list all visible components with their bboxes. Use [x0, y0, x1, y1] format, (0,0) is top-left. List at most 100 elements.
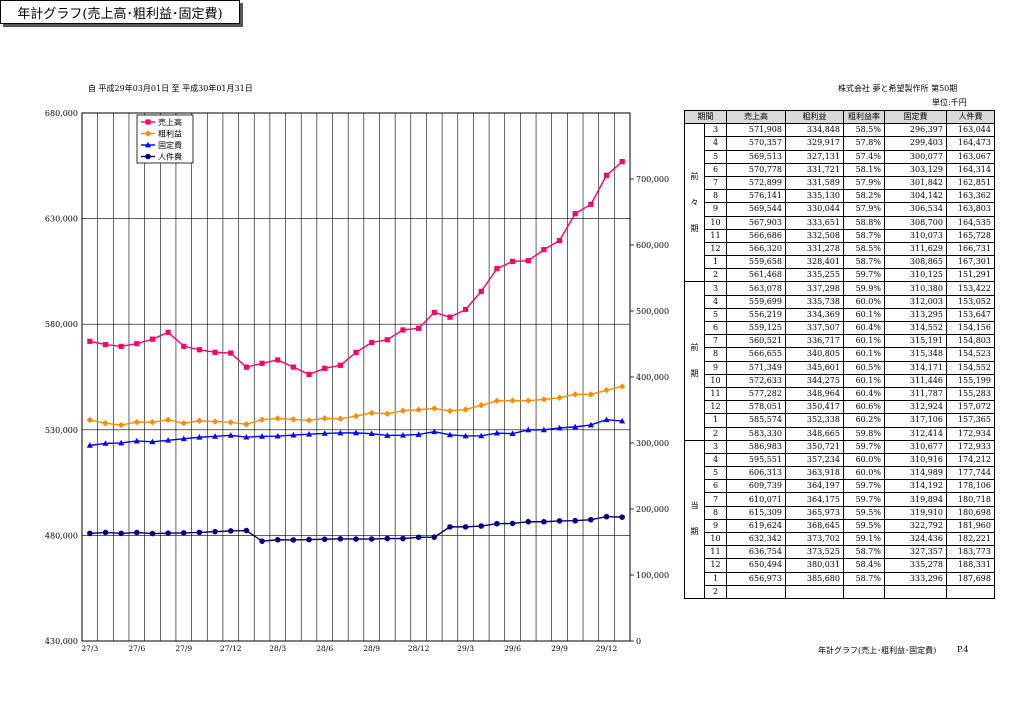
data-point: [274, 536, 281, 543]
unit-label: 単位:千円: [932, 98, 967, 107]
month-cell: 7: [704, 492, 727, 507]
month-cell: 8: [704, 189, 727, 204]
gross-margin-cell: 59.7%: [843, 479, 885, 494]
sales-cell: 585,574: [726, 413, 786, 428]
legend-marker: [145, 119, 151, 125]
table-row: 8 566,655 340,805 60.1% 315,348 154,523: [685, 347, 995, 362]
data-point: [306, 371, 312, 378]
data-point: [102, 341, 109, 348]
data-point: [102, 529, 109, 536]
labor-cost-cell: 162,851: [946, 175, 995, 191]
data-point: [369, 339, 375, 346]
data-point: [525, 518, 532, 525]
sales-cell: 571,349: [726, 360, 786, 375]
left-axis-tick-label: 430,000: [45, 637, 78, 646]
data-point: [165, 329, 171, 335]
table-row: 6 609,739 364,197 59.7% 314,192 178,106: [685, 479, 995, 494]
right-axis-tick-label: 600,000: [636, 241, 669, 250]
table-row: 11 577,282 348,964 60.4% 311,787 155,283: [685, 386, 995, 402]
gross-profit-cell: 364,175: [785, 492, 844, 507]
legend-label: 固定費: [158, 140, 182, 150]
data-point: [290, 416, 297, 423]
month-cell: 1: [704, 571, 727, 586]
labor-cost-cell: 163,803: [946, 202, 995, 217]
data-point: [619, 417, 626, 424]
x-axis-tick-label: 28/3: [269, 644, 286, 653]
sales-cell: 595,551: [726, 452, 786, 468]
data-point: [541, 247, 547, 253]
data-point: [478, 523, 485, 529]
gross-margin-cell: 59.1%: [843, 531, 885, 547]
month-cell: 3: [704, 281, 727, 296]
col-header-fixed-cost: 固定費: [884, 109, 947, 125]
gross-margin-cell: 59.7%: [843, 439, 885, 454]
sales-cell: 559,125: [726, 320, 786, 336]
table-row: 2: [685, 584, 995, 599]
gross-margin-cell: 59.7%: [843, 492, 885, 507]
gross-margin-cell: 60.1%: [843, 334, 885, 349]
labor-cost-cell: 180,718: [946, 492, 995, 507]
sales-cell: 636,754: [726, 545, 786, 560]
col-header-gross-margin: 粗利益率: [843, 109, 885, 125]
data-point: [243, 364, 249, 370]
fixed-cost-cell: 314,192: [884, 479, 947, 494]
data-point: [180, 530, 187, 536]
table-row: 当期 3 586,983 350,721 59.7% 310,677 172,933: [684, 439, 995, 599]
data-point: [478, 432, 485, 439]
data-point: [478, 402, 485, 409]
data-point: [165, 530, 171, 536]
data-point: [322, 365, 328, 371]
labor-cost-cell: 174,212: [946, 452, 995, 468]
data-point: [368, 430, 375, 437]
right-axis-tick-label: 700,000: [636, 175, 669, 184]
data-point: [243, 421, 250, 428]
data-point: [415, 534, 422, 541]
gross-margin-cell: 59.5%: [843, 518, 885, 534]
gross-profit-cell: [785, 584, 844, 599]
fixed-cost-cell: 319,894: [884, 492, 947, 507]
data-point: [337, 415, 344, 422]
table-row: 前々期 3 571,908 334,848 58.5% 296,397 163,044: [684, 123, 995, 283]
data-point: [228, 350, 234, 356]
left-axis-tick-label: 630,000: [45, 215, 78, 224]
fixed-cost-cell: 311,629: [884, 241, 947, 257]
gross-margin-cell: 60.5%: [843, 360, 885, 375]
fixed-cost-cell: 308,865: [884, 255, 947, 270]
data-point: [118, 343, 124, 349]
gross-profit-cell: 350,417: [785, 400, 844, 415]
fixed-cost-cell: 308,700: [884, 215, 947, 230]
left-axis-tick-label: 580,000: [45, 320, 78, 329]
right-axis-tick-label: 500,000: [636, 307, 669, 316]
data-point: [494, 520, 500, 527]
month-cell: 6: [704, 320, 727, 336]
month-cell: 7: [704, 334, 727, 349]
data-point: [196, 347, 203, 353]
table-row: 11 566,686 332,508 58.7% 310,073 165,728: [685, 228, 995, 243]
sales-cell: 570,778: [726, 162, 786, 177]
month-cell: 1: [704, 255, 727, 270]
data-point: [494, 266, 500, 272]
data-point: [133, 437, 140, 444]
table-row: 5 556,219 334,369 60.1% 313,295 153,647: [685, 307, 995, 323]
labor-cost-cell: 153,422: [946, 281, 995, 296]
gross-margin-cell: 60.4%: [843, 386, 885, 402]
labor-cost-cell: 166,731: [946, 241, 995, 257]
data-point: [384, 337, 390, 343]
labor-cost-cell: 165,728: [946, 228, 995, 243]
gross-profit-cell: 373,702: [785, 531, 844, 547]
page-number: P.4: [957, 645, 969, 654]
data-point: [399, 407, 407, 414]
fixed-cost-cell: 304,142: [884, 189, 947, 204]
data-point: [603, 416, 610, 423]
table-row: 4 595,551 357,234 60.0% 310,916 174,212: [685, 452, 995, 468]
data-point: [415, 431, 422, 437]
data-point: [478, 288, 484, 294]
data-point: [164, 416, 172, 424]
gross-profit-cell: 363,918: [785, 466, 844, 481]
gross-margin-cell: 58.4%: [843, 558, 885, 573]
data-point: [118, 439, 125, 446]
data-point: [321, 536, 328, 543]
table-row: 6 570,778 331,721 58.1% 303,129 164,314: [685, 162, 995, 177]
data-point: [212, 349, 218, 355]
data-point: [180, 419, 187, 427]
